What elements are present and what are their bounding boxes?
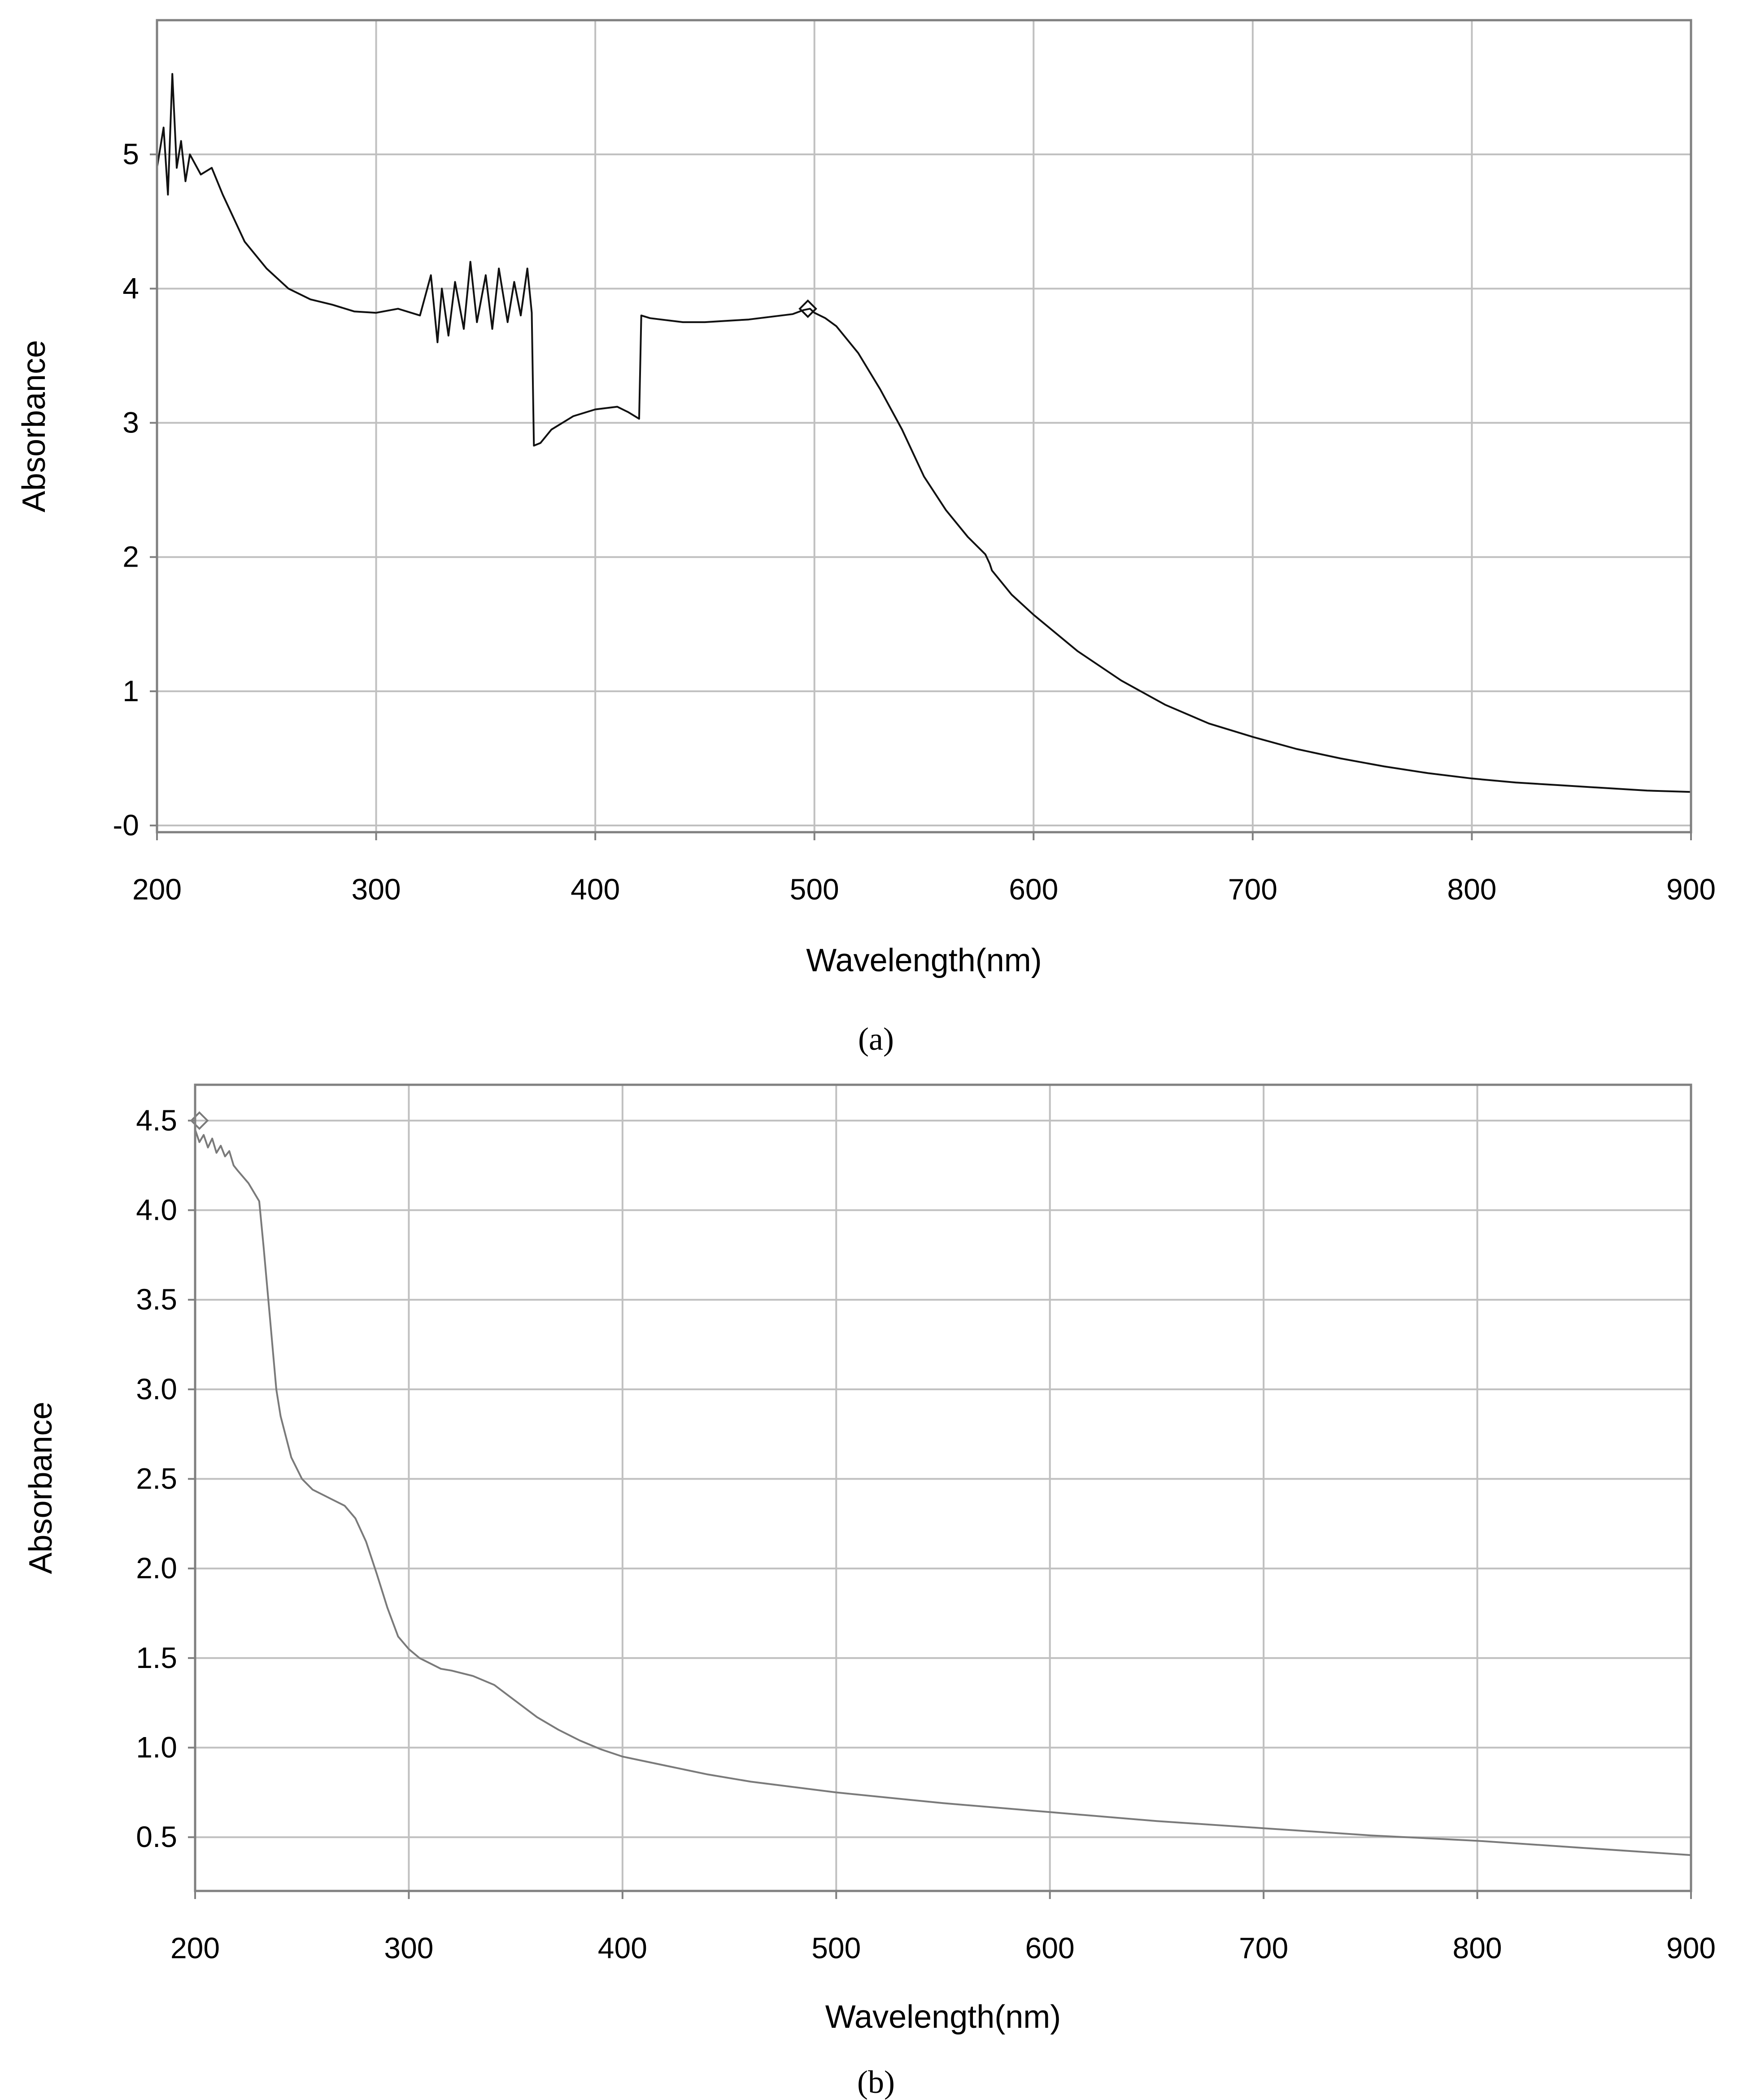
x-tick-label-b: 900 bbox=[1666, 1931, 1716, 1965]
x-tick-label-a: 300 bbox=[352, 873, 401, 906]
x-axis-label-a: Wavelength(nm) bbox=[806, 943, 1042, 978]
data-series-line-b bbox=[194, 1129, 1691, 1856]
series-layer-a bbox=[156, 73, 1691, 793]
caption-a: (a) bbox=[858, 1021, 894, 1057]
y-tick-label-b: 0.5 bbox=[136, 1820, 177, 1853]
y-axis-label-a: Absorbance bbox=[16, 340, 52, 512]
y-tick-label-b: 2.0 bbox=[136, 1551, 177, 1585]
x-tick-label-a: 200 bbox=[132, 873, 182, 906]
series-layer-b bbox=[190, 1111, 1691, 1856]
y-tick-label-b: 3.0 bbox=[136, 1372, 177, 1406]
x-tick-label-a: 400 bbox=[571, 873, 620, 906]
y-tick-label-a: 2 bbox=[122, 540, 139, 573]
y-tick-label-b: 4.5 bbox=[136, 1104, 177, 1137]
x-tick-label-a: 800 bbox=[1447, 873, 1496, 906]
y-tick-label-a: 4 bbox=[122, 271, 139, 305]
x-tick-label-a: 600 bbox=[1009, 873, 1058, 906]
y-tick-label-b: 4.0 bbox=[136, 1193, 177, 1227]
grid-a bbox=[156, 20, 1692, 832]
x-tick-label-b: 700 bbox=[1239, 1931, 1288, 1965]
y-tick-label-b: 1.5 bbox=[136, 1641, 177, 1674]
y-tick-label-a: 5 bbox=[122, 137, 139, 170]
x-ticks-b: 200 300 400 500 600 700 800 900 bbox=[170, 1891, 1716, 1965]
grid-b bbox=[194, 1085, 1692, 1891]
chart-panel-b: 200 300 400 500 600 700 800 900 0.5 1.0 1.5 2.0 2.5… bbox=[23, 1083, 1716, 2100]
data-marker-a bbox=[798, 299, 817, 319]
chart-panel-a: 200 300 400 500 600 700 800 900 -0 1 2 3 4 5 Wavelen… bbox=[16, 19, 1716, 1057]
x-axis-label-b: Wavelength(nm) bbox=[825, 1999, 1061, 2035]
x-tick-label-a: 900 bbox=[1666, 873, 1716, 906]
y-tick-label-b: 1.0 bbox=[136, 1731, 177, 1764]
plot-frame-b bbox=[194, 1083, 1692, 1892]
x-tick-label-b: 500 bbox=[811, 1931, 861, 1965]
x-tick-label-b: 200 bbox=[170, 1931, 220, 1965]
y-tick-label-b: 3.5 bbox=[136, 1283, 177, 1316]
y-axis-label-b: Absorbance bbox=[23, 1401, 59, 1574]
y-ticks-a: -0 1 2 3 4 5 bbox=[113, 137, 157, 842]
plot-frame-a bbox=[156, 19, 1692, 834]
y-tick-label-a: -0 bbox=[113, 808, 139, 842]
x-tick-label-a: 500 bbox=[790, 873, 839, 906]
caption-b: (b) bbox=[857, 2064, 895, 2100]
y-ticks-b: 0.5 1.0 1.5 2.0 2.5 3.0 3.5 4.0 4.5 bbox=[136, 1104, 195, 1853]
x-ticks-a: 200 300 400 500 600 700 800 900 bbox=[132, 832, 1716, 906]
y-tick-label-a: 3 bbox=[122, 406, 139, 439]
x-tick-label-b: 800 bbox=[1453, 1931, 1502, 1965]
x-tick-label-b: 600 bbox=[1025, 1931, 1075, 1965]
data-series-line-a bbox=[156, 73, 1691, 793]
x-tick-label-a: 700 bbox=[1228, 873, 1277, 906]
x-tick-label-b: 400 bbox=[598, 1931, 647, 1965]
y-tick-label-b: 2.5 bbox=[136, 1462, 177, 1495]
x-tick-label-b: 300 bbox=[384, 1931, 433, 1965]
y-tick-label-a: 1 bbox=[122, 674, 139, 707]
